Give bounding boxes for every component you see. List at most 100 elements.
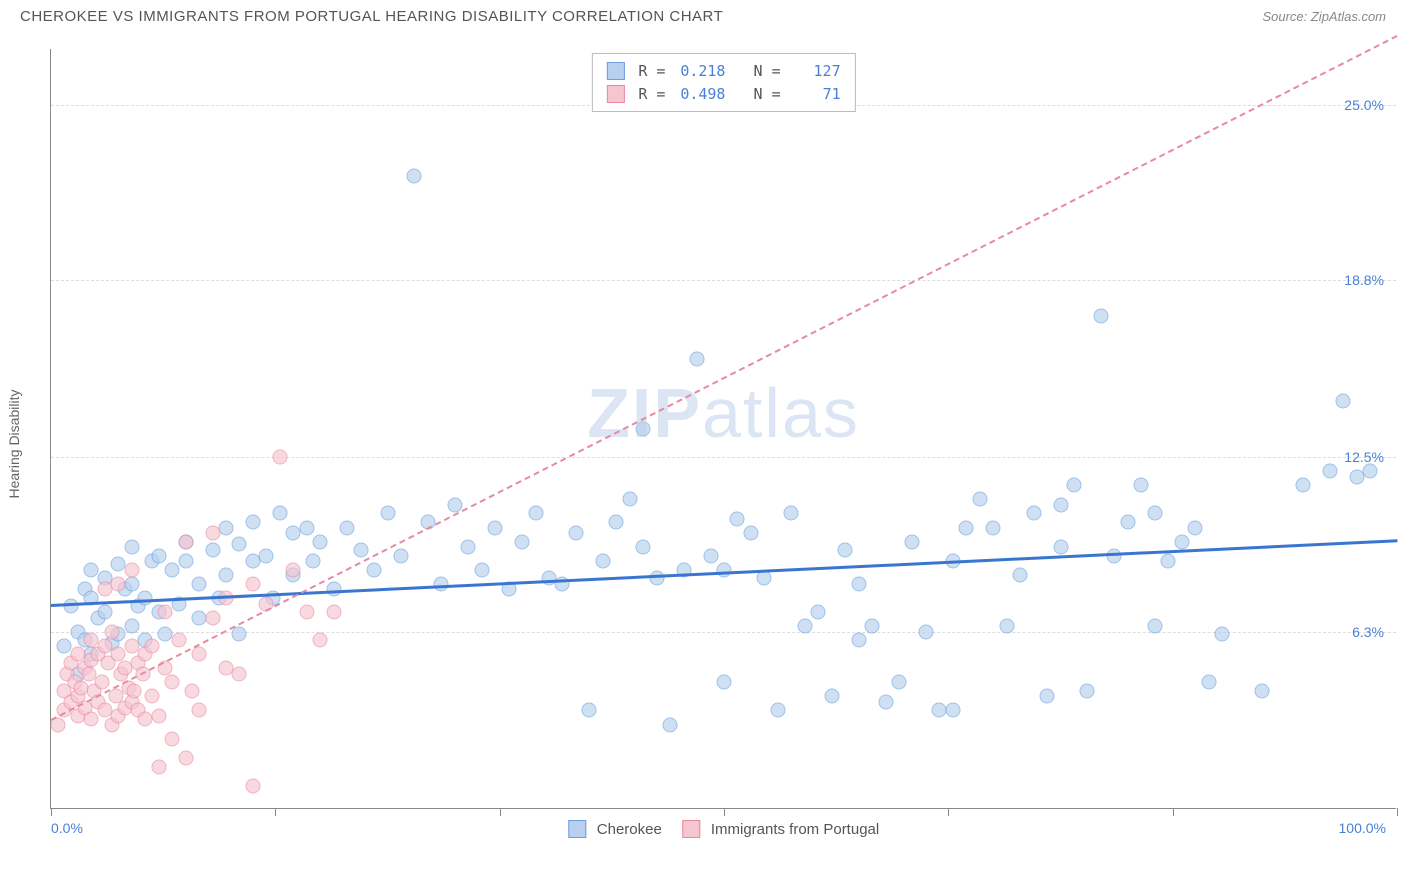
stats-legend-row: R = 0.498 N = 71 — [606, 83, 840, 106]
data-point — [286, 562, 301, 577]
data-point — [784, 506, 799, 521]
data-point — [1066, 478, 1081, 493]
data-point — [97, 604, 112, 619]
data-point — [81, 666, 96, 681]
data-point — [245, 514, 260, 529]
data-point — [474, 562, 489, 577]
legend-swatch — [568, 820, 586, 838]
data-point — [1093, 309, 1108, 324]
data-point — [1147, 506, 1162, 521]
data-point — [205, 543, 220, 558]
data-point — [743, 526, 758, 541]
data-point — [865, 619, 880, 634]
data-point — [232, 537, 247, 552]
y-tick-label: 25.0% — [1344, 97, 1384, 113]
data-point — [353, 543, 368, 558]
data-point — [185, 683, 200, 698]
legend-swatch — [682, 820, 700, 838]
data-point — [171, 633, 186, 648]
data-point — [1322, 464, 1337, 479]
stats-legend-row: R = 0.218 N = 127 — [606, 60, 840, 83]
x-tick — [724, 808, 725, 816]
y-axis-label: Hearing Disability — [6, 390, 22, 499]
data-point — [1295, 478, 1310, 493]
stat-r-label: R = — [638, 83, 665, 106]
legend-label: Immigrants from Portugal — [711, 821, 879, 838]
data-point — [1147, 619, 1162, 634]
data-point — [649, 571, 664, 586]
data-point — [986, 520, 1001, 535]
data-point — [528, 506, 543, 521]
data-point — [218, 520, 233, 535]
data-point — [158, 604, 173, 619]
stat-n-value: 71 — [791, 83, 841, 106]
data-point — [124, 562, 139, 577]
gridline — [51, 280, 1396, 281]
data-point — [165, 731, 180, 746]
data-point — [192, 703, 207, 718]
data-point — [340, 520, 355, 535]
data-point — [1215, 627, 1230, 642]
data-point — [84, 711, 99, 726]
data-point — [905, 534, 920, 549]
x-min-label: 0.0% — [51, 820, 83, 836]
data-point — [84, 562, 99, 577]
data-point — [636, 422, 651, 437]
stats-legend: R = 0.218 N = 127R = 0.498 N = 71 — [591, 53, 855, 112]
data-point — [64, 599, 79, 614]
data-point — [127, 683, 142, 698]
data-point — [1040, 689, 1055, 704]
data-point — [245, 779, 260, 794]
data-point — [151, 548, 166, 563]
data-point — [891, 675, 906, 690]
data-point — [124, 576, 139, 591]
data-point — [124, 619, 139, 634]
data-point — [1053, 540, 1068, 555]
data-point — [306, 554, 321, 569]
data-point — [144, 689, 159, 704]
data-point — [232, 627, 247, 642]
data-point — [999, 619, 1014, 634]
y-tick-label: 6.3% — [1352, 624, 1384, 640]
data-point — [124, 540, 139, 555]
data-point — [945, 703, 960, 718]
data-point — [326, 604, 341, 619]
data-point — [124, 638, 139, 653]
x-tick — [1173, 808, 1174, 816]
data-point — [1053, 498, 1068, 513]
data-point — [878, 695, 893, 710]
legend-item: Cherokee — [568, 820, 662, 838]
data-point — [918, 624, 933, 639]
data-point — [1026, 506, 1041, 521]
data-point — [192, 647, 207, 662]
data-point — [299, 604, 314, 619]
data-point — [57, 638, 72, 653]
data-point — [811, 604, 826, 619]
trend-line — [51, 539, 1397, 607]
legend-swatch — [606, 62, 624, 80]
data-point — [205, 526, 220, 541]
data-point — [192, 576, 207, 591]
data-point — [730, 512, 745, 527]
data-point — [609, 514, 624, 529]
stat-r-value: 0.498 — [675, 83, 725, 106]
series-legend: Cherokee Immigrants from Portugal — [568, 820, 879, 838]
data-point — [205, 610, 220, 625]
x-tick — [275, 808, 276, 816]
data-point — [717, 562, 732, 577]
data-point — [1080, 683, 1095, 698]
data-point — [178, 751, 193, 766]
data-point — [144, 638, 159, 653]
data-point — [717, 675, 732, 690]
y-tick-label: 12.5% — [1344, 449, 1384, 465]
data-point — [1255, 683, 1270, 698]
data-point — [165, 675, 180, 690]
data-point — [232, 666, 247, 681]
chart-title: CHEROKEE VS IMMIGRANTS FROM PORTUGAL HEA… — [20, 8, 723, 25]
data-point — [797, 619, 812, 634]
data-point — [770, 703, 785, 718]
data-point — [703, 548, 718, 563]
data-point — [95, 675, 110, 690]
data-point — [838, 543, 853, 558]
data-point — [1363, 464, 1378, 479]
